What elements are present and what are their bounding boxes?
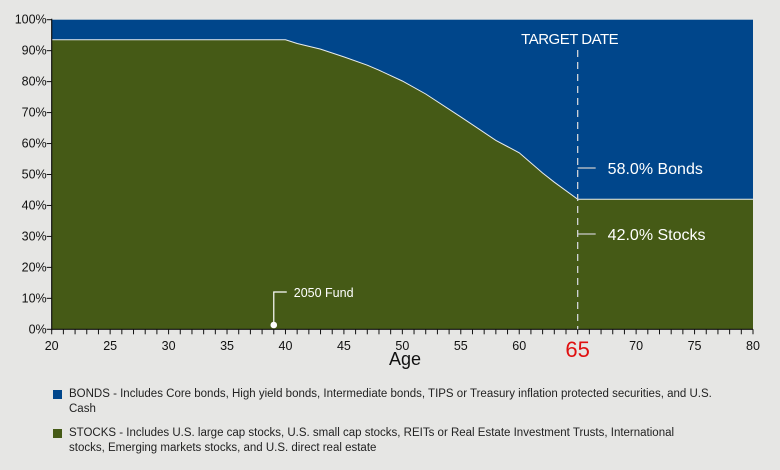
legend-text-stocks: STOCKS - Includes U.S. large cap stocks,…	[69, 427, 675, 454]
bonds-percent-label: 58.0% Bonds	[608, 161, 703, 178]
x-tick-label: 50	[395, 339, 409, 353]
bonds-swatch	[53, 390, 62, 399]
y-tick-label: 10%	[22, 291, 47, 305]
y-tick-label: 60%	[22, 137, 47, 151]
fund-marker-dot	[270, 321, 278, 329]
y-tick-label: 100%	[15, 13, 47, 27]
x-tick-label: 70	[629, 339, 643, 353]
x-tick-label: 30	[162, 339, 176, 353]
x-tick-label: 20	[45, 339, 59, 353]
y-tick-label: 50%	[22, 168, 47, 182]
legend-text-bonds: BONDS - Includes Core bonds, High yield …	[69, 388, 712, 415]
stocks-percent-label: 42.0% Stocks	[608, 227, 706, 244]
x-axis-label: Age	[389, 349, 421, 369]
stocks-swatch	[53, 429, 62, 438]
y-tick-label: 40%	[22, 198, 47, 212]
x-tick-label: 55	[454, 339, 468, 353]
y-tick-label: 90%	[22, 44, 47, 58]
y-tick-label: 80%	[22, 75, 47, 89]
x-tick-label: 40	[279, 339, 293, 353]
y-tick-label: 20%	[22, 260, 47, 274]
fund-label: 2050 Fund	[294, 286, 354, 300]
y-tick-label: 30%	[22, 229, 47, 243]
y-tick-label: 0%	[29, 322, 47, 336]
x-tick-label: 80	[746, 339, 760, 353]
x-tick-label: 60	[512, 339, 526, 353]
y-tick-label: 70%	[22, 106, 47, 120]
x-tick-label: 25	[103, 339, 117, 353]
legend-item-bonds: BONDS - Includes Core bonds, High yield …	[53, 387, 713, 417]
x-tick-label-highlight: 65	[565, 337, 589, 362]
x-tick-label: 75	[688, 339, 702, 353]
allocation-boundary-line	[51, 39, 753, 200]
legend-item-stocks: STOCKS - Includes U.S. large cap stocks,…	[53, 426, 713, 456]
fund-leader-line	[273, 291, 287, 324]
target-date-label: TARGET DATE	[521, 31, 619, 48]
x-tick-label: 45	[337, 339, 351, 353]
x-tick-label: 35	[220, 339, 234, 353]
